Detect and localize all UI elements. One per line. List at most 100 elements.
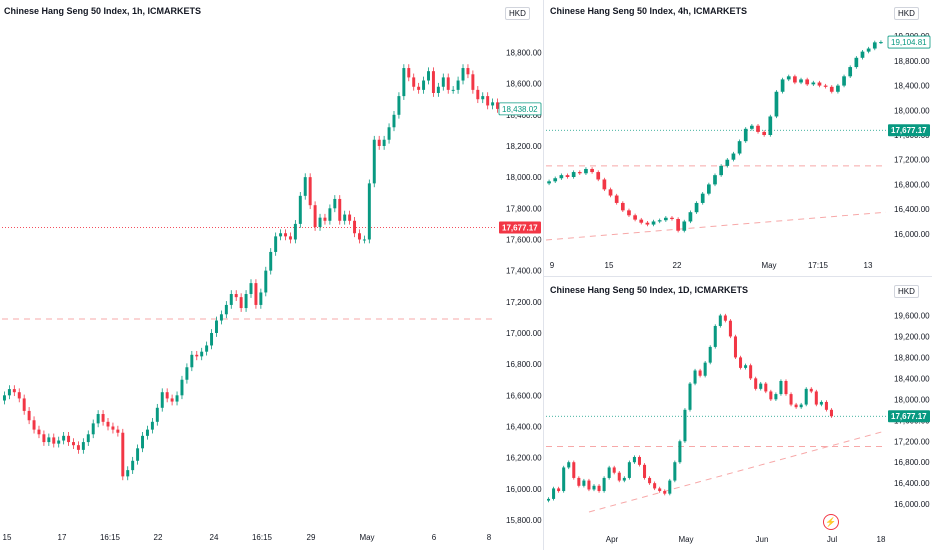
hourly-candle-6 bbox=[32, 420, 36, 430]
hourly-candle-95 bbox=[471, 74, 475, 90]
hourly-y-tick-2: 18,400.00 bbox=[506, 111, 542, 120]
four-hour-candle-45 bbox=[823, 85, 828, 87]
hourly-candlestick-chart[interactable]: 18,800.00 18,600.00 18,400.00 18,200.00 18,0… bbox=[0, 0, 543, 550]
hourly-candle-31 bbox=[155, 407, 159, 422]
hourly-chart-panel[interactable]: Chinese Hang Seng 50 Index, 1h, ICMARKET… bbox=[0, 0, 543, 550]
four-hour-currency-badge[interactable]: HKD bbox=[894, 7, 919, 20]
hourly-currency-badge[interactable]: HKD bbox=[505, 7, 530, 20]
hourly-candle-96 bbox=[476, 89, 480, 100]
hourly-candle-19 bbox=[96, 414, 100, 424]
four-hour-candle-16 bbox=[645, 222, 650, 225]
four-hour-x-tick-2: 22 bbox=[673, 261, 682, 270]
hourly-x-tick-5: 16:15 bbox=[252, 533, 273, 542]
hourly-candle-58 bbox=[288, 236, 292, 240]
daily-candle-26 bbox=[678, 441, 682, 463]
daily-candle-46 bbox=[779, 380, 783, 395]
hourly-candle-69 bbox=[343, 214, 347, 221]
flash-icon[interactable]: ⚡ bbox=[823, 514, 839, 530]
daily-candle-30 bbox=[698, 370, 702, 376]
hourly-candle-55 bbox=[274, 236, 278, 252]
four-hour-candle-26 bbox=[707, 184, 711, 194]
daily-candle-20 bbox=[648, 477, 652, 484]
daily-candle-1 bbox=[552, 488, 556, 499]
hourly-candle-47 bbox=[234, 294, 238, 298]
four-hour-candle-1 bbox=[553, 178, 558, 182]
four-hour-y-tick-5: 17,200.00 bbox=[894, 156, 930, 165]
hourly-candle-66 bbox=[328, 208, 332, 221]
hourly-candle-92 bbox=[456, 80, 460, 90]
four-hour-x-tick-1: 15 bbox=[605, 261, 614, 270]
hourly-candle-57 bbox=[284, 233, 287, 237]
daily-candle-13 bbox=[612, 467, 616, 473]
daily-candle-54 bbox=[819, 401, 823, 405]
daily-candle-4 bbox=[567, 462, 571, 468]
hourly-candle-26 bbox=[131, 460, 135, 471]
daily-currency-badge[interactable]: HKD bbox=[894, 285, 919, 298]
panel-divider-horizontal[interactable] bbox=[543, 276, 932, 277]
daily-candle-38 bbox=[739, 357, 743, 368]
daily-candle-23 bbox=[663, 491, 667, 494]
hourly-candle-30 bbox=[150, 421, 154, 430]
daily-y-tick-7: 16,800.00 bbox=[894, 458, 930, 467]
daily-candle-31 bbox=[703, 362, 707, 376]
daily-x-tick-4: 18 bbox=[877, 535, 886, 544]
four-hour-x-tick-4: 17:15 bbox=[808, 261, 829, 270]
four-hour-chart-panel[interactable]: Chinese Hang Seng 50 Index, 4h, ICMARKET… bbox=[544, 0, 932, 276]
hourly-candle-37 bbox=[185, 367, 189, 380]
hourly-candle-24 bbox=[121, 432, 125, 477]
daily-candle-44 bbox=[769, 391, 773, 400]
four-hour-candle-18 bbox=[657, 220, 662, 222]
hourly-candle-29 bbox=[145, 429, 149, 436]
four-hour-candle-40 bbox=[793, 76, 797, 83]
four-hour-y-tick-3: 18,000.00 bbox=[894, 106, 930, 115]
daily-candle-5 bbox=[572, 462, 576, 478]
daily-candle-2 bbox=[557, 488, 561, 492]
hourly-candle-48 bbox=[239, 297, 243, 309]
daily-candle-41 bbox=[754, 378, 758, 389]
four-hour-candle-38 bbox=[780, 79, 785, 92]
hourly-y-tick-12: 16,400.00 bbox=[506, 422, 542, 431]
four-hour-candle-9 bbox=[602, 179, 607, 190]
four-hour-candle-43 bbox=[811, 82, 816, 85]
hourly-y-tick-1: 18,600.00 bbox=[506, 80, 542, 89]
hourly-chart-title: Chinese Hang Seng 50 Index, 1h, ICMARKET… bbox=[4, 6, 202, 16]
hourly-candle-10 bbox=[52, 437, 56, 444]
daily-candlestick-chart[interactable]: 19,600.00 19,200.00 18,800.00 18,400.00 18,0… bbox=[544, 277, 932, 550]
four-hour-candle-0 bbox=[547, 181, 551, 184]
hourly-y-tick-11: 16,600.00 bbox=[506, 391, 542, 400]
daily-chart-panel[interactable]: Chinese Hang Seng 50 Index, 1D, ICMARKET… bbox=[544, 277, 932, 550]
four-hour-candle-42 bbox=[805, 79, 810, 85]
daily-candle-15 bbox=[622, 477, 626, 481]
hourly-candle-94 bbox=[466, 68, 470, 75]
hourly-candle-13 bbox=[67, 435, 71, 443]
daily-candle-55 bbox=[824, 401, 828, 410]
four-hour-candle-15 bbox=[639, 219, 644, 223]
daily-candle-28 bbox=[688, 383, 692, 410]
daily-chart-title: Chinese Hang Seng 50 Index, 1D, ICMARKET… bbox=[550, 285, 749, 295]
four-hour-candlestick-chart[interactable]: 19,200.0018,800.0018,400.0018,000.0017,6… bbox=[544, 0, 932, 276]
four-hour-candle-53 bbox=[872, 42, 877, 49]
four-hour-y-tick-8: 16,000.00 bbox=[894, 230, 930, 239]
daily-y-tick-9: 16,000.00 bbox=[894, 500, 930, 509]
hourly-candle-14 bbox=[72, 442, 75, 446]
daily-candle-49 bbox=[794, 404, 798, 408]
hourly-candle-22 bbox=[111, 426, 115, 430]
hourly-candle-36 bbox=[180, 379, 184, 396]
hourly-candle-99 bbox=[491, 102, 495, 106]
hourly-candle-28 bbox=[141, 435, 145, 449]
daily-candle-19 bbox=[643, 464, 647, 478]
daily-candle-33 bbox=[713, 325, 717, 347]
four-hour-candle-17 bbox=[651, 221, 656, 225]
daily-candle-24 bbox=[668, 480, 672, 494]
four-hour-candle-22 bbox=[682, 221, 687, 231]
hourly-candle-7 bbox=[37, 429, 41, 435]
hourly-candle-46 bbox=[229, 294, 233, 305]
hourly-y-tick-9: 17,000.00 bbox=[506, 329, 542, 338]
panel-divider-vertical[interactable] bbox=[543, 0, 544, 550]
hourly-x-tick-8: 6 bbox=[432, 533, 437, 542]
daily-candle-22 bbox=[658, 488, 662, 492]
hourly-y-tick-5: 17,800.00 bbox=[506, 204, 542, 213]
hourly-candle-1 bbox=[7, 389, 11, 396]
daily-y-tick-8: 16,400.00 bbox=[894, 479, 930, 488]
hourly-x-tick-4: 24 bbox=[210, 533, 219, 542]
